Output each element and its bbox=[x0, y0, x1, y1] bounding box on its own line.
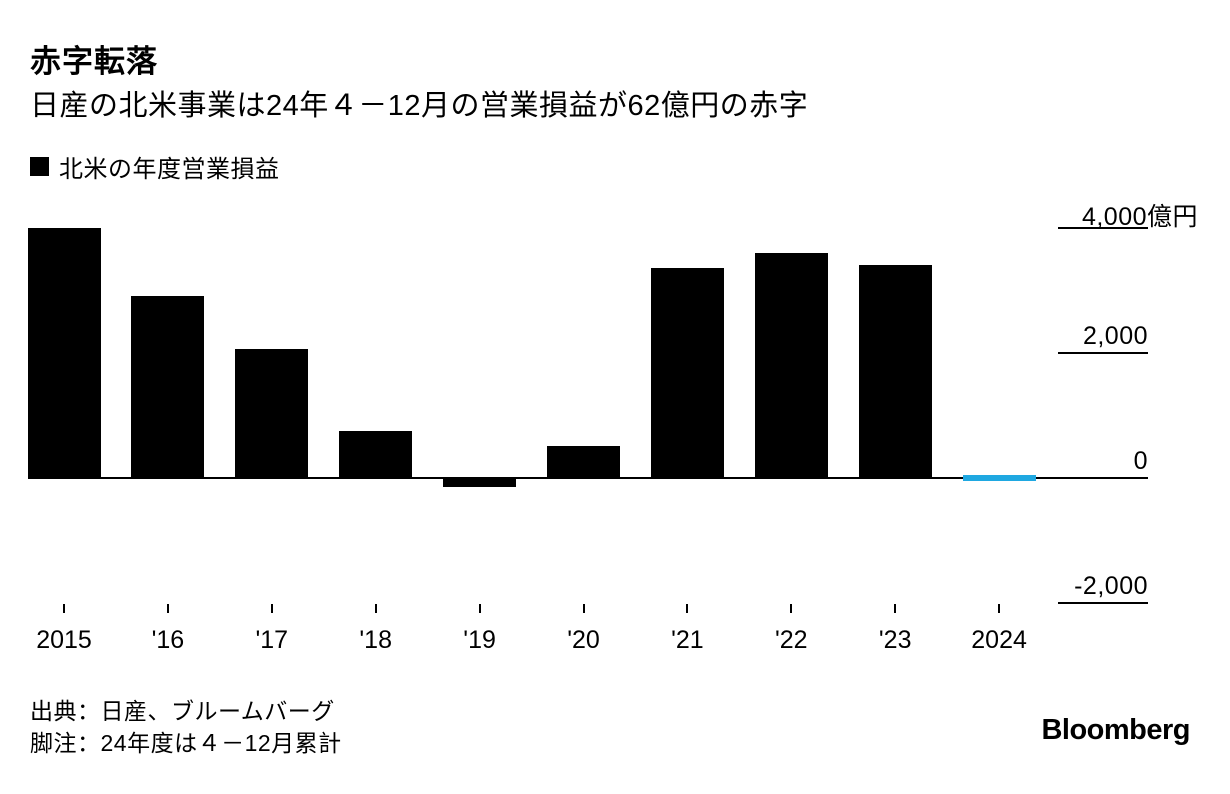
x-tick-16 bbox=[166, 604, 169, 613]
x-tick-17 bbox=[270, 604, 273, 613]
y-label--2000: -2,000 bbox=[1074, 571, 1148, 600]
bar-16 bbox=[131, 296, 205, 478]
legend-label: 北米の年度営業損益 bbox=[59, 156, 280, 183]
bar-2024 bbox=[962, 474, 1036, 481]
x-tick-18 bbox=[374, 604, 377, 613]
bar-21 bbox=[650, 268, 724, 478]
y-tick-line--2000 bbox=[1058, 601, 1148, 604]
bar-17 bbox=[235, 349, 309, 478]
x-tick-20 bbox=[582, 604, 585, 613]
y-tick-line-2000 bbox=[1058, 351, 1148, 354]
source-text: 出典：日産、ブルームバーグ bbox=[30, 698, 335, 724]
chart-title: 赤字転落 bbox=[30, 44, 158, 79]
x-axis-line bbox=[28, 476, 1148, 479]
bar-20 bbox=[547, 446, 620, 478]
x-label-22: '22 bbox=[775, 626, 808, 654]
y-label-4000: 4,000億円 bbox=[1081, 202, 1198, 231]
bloomberg-logo: Bloomberg bbox=[1041, 714, 1190, 746]
x-label-19: '19 bbox=[463, 626, 496, 654]
bar-19 bbox=[443, 477, 517, 487]
x-label-21: '21 bbox=[671, 626, 704, 654]
bar-22 bbox=[754, 252, 828, 478]
bar-23 bbox=[858, 265, 932, 478]
y-tick-line-4000 bbox=[1058, 226, 1148, 229]
x-tick-2024 bbox=[998, 604, 1001, 613]
legend: 北米の年度営業損益 bbox=[30, 149, 280, 184]
x-label-2015: 2015 bbox=[36, 626, 92, 654]
chart-subtitle: 日産の北米事業は24年４－12月の営業損益が62億円の赤字 bbox=[30, 90, 809, 122]
legend-swatch-icon bbox=[30, 157, 49, 176]
y-label-0: 0 bbox=[1133, 446, 1148, 475]
x-label-20: '20 bbox=[567, 626, 600, 654]
footnote-text: 脚注：24年度は４－12月累計 bbox=[30, 730, 342, 756]
x-tick-2015 bbox=[63, 604, 65, 613]
bar-18 bbox=[339, 430, 413, 478]
bar-2015 bbox=[27, 227, 101, 478]
x-label-2024: 2024 bbox=[971, 626, 1027, 654]
x-tick-19 bbox=[478, 604, 481, 613]
x-label-16: '16 bbox=[151, 626, 185, 654]
x-tick-23 bbox=[894, 604, 897, 613]
x-tick-21 bbox=[686, 604, 689, 613]
x-tick-22 bbox=[790, 604, 793, 613]
x-label-18: '18 bbox=[359, 626, 392, 654]
x-label-23: '23 bbox=[878, 626, 912, 654]
x-label-17: '17 bbox=[255, 626, 289, 654]
y-label-2000: 2,000 bbox=[1082, 321, 1148, 350]
